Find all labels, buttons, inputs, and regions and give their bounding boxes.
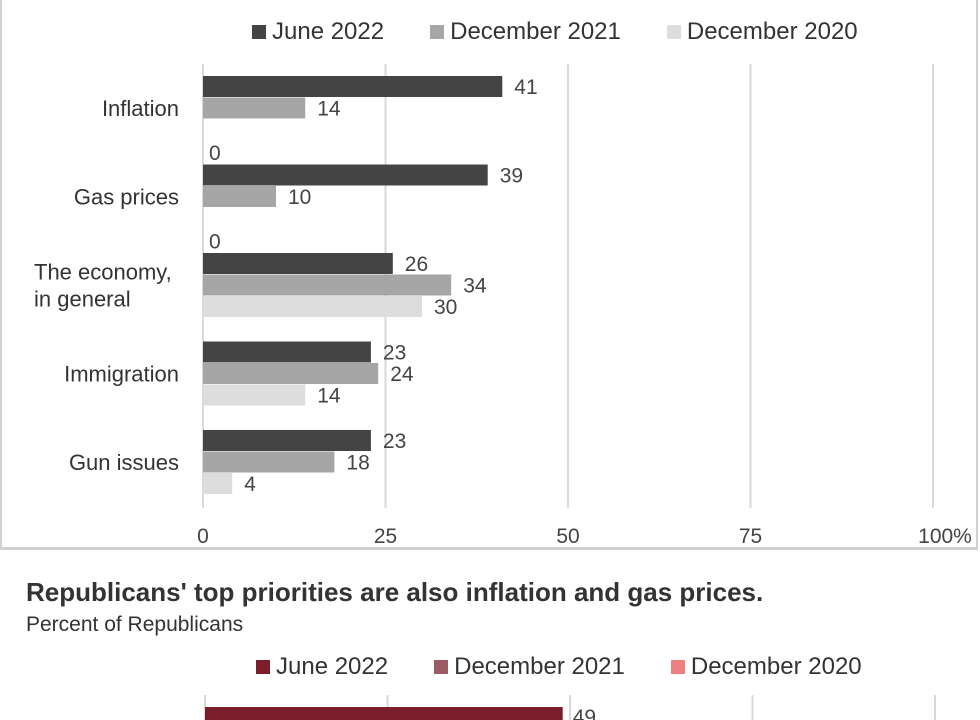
- bar-june-2022: [203, 430, 371, 451]
- bar-june-2022: [203, 164, 488, 186]
- x-tick-label: 100%: [918, 525, 972, 547]
- legend-label: December 2020: [686, 18, 858, 45]
- bar-december-2021: [203, 451, 335, 473]
- bar-chart: 49: [204, 695, 936, 720]
- bar-june-2022: [203, 253, 393, 274]
- x-tick-label: 75: [739, 525, 762, 547]
- data-label: 4: [244, 473, 256, 496]
- data-label: 26: [405, 253, 428, 276]
- legend-item-december-2020: December 2020: [670, 653, 862, 681]
- legend-label: June 2022: [276, 653, 389, 680]
- data-label: 24: [390, 363, 414, 386]
- republicans-chart-panel: Republicans' top priorities are also inf…: [0, 553, 980, 720]
- category-label: The economy,: [34, 260, 172, 285]
- data-label: 14: [317, 98, 341, 121]
- x-tick-label: 50: [556, 525, 579, 547]
- category-label: Gas prices: [74, 185, 179, 210]
- category-label: Inflation: [102, 96, 179, 121]
- legend-swatch: [670, 660, 685, 674]
- data-label: 34: [463, 275, 487, 298]
- data-label: 0: [209, 142, 221, 165]
- bar-december-2021: [203, 363, 379, 384]
- data-label: 39: [500, 165, 523, 188]
- bar-december-2020: [203, 473, 233, 494]
- bar-june-2022: [205, 707, 563, 720]
- legend-item-june-2022: June 2022: [252, 18, 384, 46]
- legend-label: December 2020: [690, 653, 862, 680]
- bar-chart: 0 25 50 75 100% Inflation 41 14 0 Gas prices 39 10 0…: [34, 64, 972, 547]
- bar-december-2021: [203, 97, 306, 119]
- chart-legend: June 2022 December 2021 December 2020: [256, 653, 908, 681]
- chart-subtitle: Percent of Republicans: [26, 613, 244, 636]
- legend-label: December 2021: [450, 18, 621, 45]
- democrats-chart-panel: June 2022 December 2021 December 2020 0 25 5…: [0, 0, 978, 550]
- x-tick-label: 25: [374, 525, 397, 547]
- category-label: Gun issues: [69, 450, 179, 475]
- bar-december-2021: [203, 186, 276, 207]
- data-label: 23: [383, 342, 406, 365]
- bar-december-2020: [203, 296, 422, 317]
- legend-swatch: [252, 25, 266, 39]
- bar-june-2022: [203, 76, 503, 97]
- category-label: in general: [34, 287, 131, 312]
- chart-legend: June 2022 December 2021 December 2020: [252, 18, 904, 46]
- data-label: 41: [514, 76, 537, 99]
- legend-swatch: [256, 660, 270, 674]
- legend-item-december-2021: December 2021: [434, 653, 625, 681]
- legend-item-december-2021: December 2021: [430, 18, 621, 46]
- bar-june-2022: [203, 341, 371, 363]
- legend-label: December 2021: [454, 653, 625, 680]
- data-label: 14: [317, 385, 341, 408]
- data-label: 30: [434, 296, 457, 319]
- data-label: 10: [288, 186, 311, 209]
- legend-item-december-2020: December 2020: [666, 18, 858, 46]
- data-label: 23: [383, 430, 406, 453]
- chart-title: Republicans' top priorities are also inf…: [26, 577, 764, 607]
- legend-swatch: [430, 25, 445, 39]
- legend-swatch: [434, 660, 449, 674]
- data-label: 0: [209, 231, 221, 254]
- category-label: Immigration: [64, 362, 179, 387]
- legend-swatch: [666, 25, 681, 39]
- bar-december-2021: [203, 274, 452, 296]
- data-label: 18: [346, 452, 369, 475]
- legend-item-june-2022: June 2022: [256, 653, 388, 681]
- bar-december-2020: [203, 384, 306, 406]
- legend-label: June 2022: [272, 18, 385, 45]
- data-label: 49: [573, 706, 596, 720]
- x-tick-label: 0: [197, 525, 209, 547]
